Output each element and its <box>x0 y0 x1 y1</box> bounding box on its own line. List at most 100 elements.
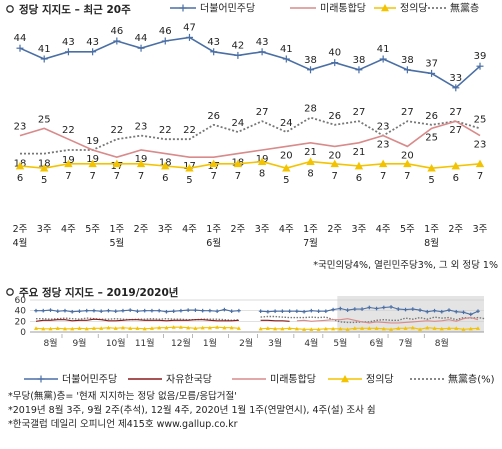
chart1-x-ticks: 2주 4월 3주 4주 5주 1주 5월 2주 3주 4주 1주 6월 2주 3주 4주 1주 7월 2주 3주 4주… <box>13 224 488 249</box>
chart1-data-label: 7 <box>477 171 483 182</box>
chart1-tick-label: 4주 <box>279 224 294 235</box>
chart1-tick-label: 2주 <box>327 224 342 235</box>
chart1-tick-label: 3주 <box>255 224 270 235</box>
chart2-legend-item-3-label: 정의당 <box>366 374 394 386</box>
chart2-series-0 <box>34 305 480 317</box>
chart1-tick-label: 3주 <box>352 224 367 235</box>
chart2-series-4 <box>36 315 486 324</box>
chart1-data-label: 22 <box>62 125 75 136</box>
chart1-point <box>378 159 388 168</box>
chart1-data-label: 5 <box>283 175 289 186</box>
chart1-point <box>64 48 72 56</box>
chart2-legend-item-1: 자유한국당 <box>128 374 212 386</box>
chart1-data-label: 8 <box>259 169 265 180</box>
chart1-data-label: 47 <box>183 22 196 33</box>
chart1-data-label: 7 <box>138 171 144 182</box>
chart1-tick-label: 1주 <box>206 224 221 235</box>
chart2-series-line <box>35 326 239 330</box>
chart1-tick-label: 4주 <box>376 224 391 235</box>
chart1-data-label: 7 <box>332 171 338 182</box>
chart1-data-label: 38 <box>304 55 317 66</box>
chart1-legend-item-1: 미래통합당 <box>290 3 366 15</box>
chart1-tick-label: 1주 <box>303 224 318 235</box>
chart1-title: 정당 지지도 – 최근 20주 <box>19 3 131 16</box>
chart2-series-2 <box>296 317 479 324</box>
chart1-data-label: 41 <box>38 44 51 55</box>
chart2-y-tick-label: 0 <box>20 328 26 338</box>
chart2-y-tick-label: 40 <box>15 307 27 317</box>
chart1-data-label: 25 <box>425 132 438 143</box>
chart2-series-3 <box>34 325 480 331</box>
chart2-y-tick-label: 60 <box>15 296 27 306</box>
chart1-data-label: 38 <box>401 55 414 66</box>
note-2: *2019년 8월 3주, 9월 2주(추석), 12월 4주, 2020년 1… <box>8 404 376 416</box>
chart2-month-label: 6월 <box>370 337 384 349</box>
chart1-tick-label: 2주 <box>448 224 463 235</box>
chart1-point <box>64 159 73 168</box>
chart1-data-label: 24 <box>280 118 293 129</box>
chart1-series-line <box>20 116 481 155</box>
chart2-title: 주요 정당 지지도 – 2019/2020년 <box>19 286 178 299</box>
chart1-data-label: 23 <box>14 122 27 133</box>
chart2-legend-item-1-label: 자유한국당 <box>166 374 212 386</box>
chart1-data-label: 25 <box>474 114 487 125</box>
chart1-series-3: 1818191922232222262427242826272327262725 <box>14 104 487 170</box>
chart2-series-line <box>36 309 239 313</box>
chart1-series-line <box>19 160 481 170</box>
chart1-data-label: 7 <box>380 171 386 182</box>
chart2-legend-item-0-marker <box>37 375 45 383</box>
chart1-data-label: 41 <box>280 44 293 55</box>
chart1-point <box>306 157 315 165</box>
chart1-point <box>282 164 291 172</box>
chart1-point <box>233 159 243 168</box>
chart1-title-group: 정당 지지도 – 최근 20주 <box>6 3 131 16</box>
chart1-data-label: 20 <box>280 150 293 161</box>
chart1-point <box>354 161 364 170</box>
chart1-data-label: 44 <box>14 33 27 44</box>
note-3: *한국갤럽 데일리 오피니언 제415호 www.gallup.co.kr <box>8 418 238 430</box>
chart1-legend-item-1-label: 미래통합당 <box>320 3 366 15</box>
chart2-legend-item-4-label: 無黨층(%) <box>448 373 495 386</box>
chart1-data-label: 22 <box>183 125 196 136</box>
chart2-point <box>476 326 480 330</box>
chart1-point <box>161 161 170 170</box>
chart1-data-label: 7 <box>235 171 241 182</box>
chart1-data-label: 27 <box>401 107 414 118</box>
chart1-data-label: 26 <box>207 111 220 122</box>
chart1-data-label: 44 <box>135 33 148 44</box>
chart1-data-label: 38 <box>353 55 366 66</box>
chart2-series-line <box>296 317 479 324</box>
chart1-data-label: 5 <box>186 175 192 186</box>
chart1-point <box>89 48 97 56</box>
chart1-data-label: 20 <box>401 150 414 161</box>
chart1-data-label: 42 <box>232 40 245 51</box>
chart1-tick-label: 4주 <box>61 224 76 235</box>
chart1-data-label: 23 <box>474 140 487 151</box>
chart1-legend-item-3: 無黨층 <box>424 2 479 15</box>
chart2-series-line <box>35 318 239 322</box>
chart1-data-label: 24 <box>232 118 245 129</box>
chart1-point <box>136 159 146 168</box>
chart1-point <box>185 33 193 41</box>
chart1-series-2: 6 5 7 7 7 7 6 5 7 7 8 5 8 7 6 7 7 5 6 7 <box>15 157 485 186</box>
chart2-series-line <box>36 317 239 322</box>
chart2-point <box>34 326 38 330</box>
chart2-month-label: 1월 <box>203 337 217 349</box>
chart1-legend: 더불어민주당 미래통합당 정의당 無黨층 <box>170 2 479 15</box>
chart1-legend-item-2-label: 정의당 <box>400 3 428 15</box>
chart1-data-label: 27 <box>449 125 462 136</box>
chart1-data-label: 41 <box>377 44 390 55</box>
chart1-point <box>330 159 339 168</box>
chart1-data-label: 26 <box>328 111 341 122</box>
chart1-data-label: 7 <box>404 171 410 182</box>
chart1-tick-label: 4월 <box>13 237 28 249</box>
chart1-series-0: 44 41 43 43 46 44 46 47 43 42 43 41 38 40 38 41 38 37 33 39 <box>14 22 486 92</box>
chart2-month-label: 9월 <box>72 337 86 349</box>
chart2-series-line <box>260 306 479 315</box>
chart1-legend-item-3-label: 無黨층 <box>450 2 479 15</box>
chart1-data-label: 19 <box>86 136 99 147</box>
chart1-legend-item-2: 정의당 <box>374 3 428 15</box>
chart1-tick-label: 2주 <box>13 224 28 235</box>
chart2-legend-item-3: 정의당 <box>328 374 394 386</box>
